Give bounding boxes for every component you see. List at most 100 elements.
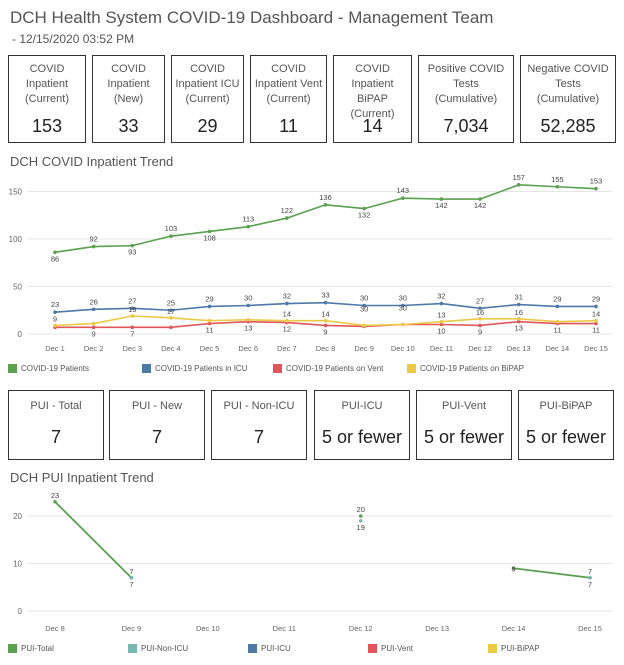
- kpi-covid-card-3: COVID Inpatient Vent (Current) 11: [250, 55, 327, 143]
- data-point: [323, 300, 328, 305]
- kpi-covid-label: Positive COVID Tests (Cumulative): [427, 63, 505, 105]
- data-point: [478, 197, 482, 201]
- data-label: 157: [512, 173, 525, 182]
- data-label: 30: [244, 294, 252, 303]
- data-point: [207, 304, 212, 309]
- data-label: 14: [592, 310, 600, 319]
- data-point: [555, 304, 560, 309]
- data-point: [588, 575, 592, 580]
- data-point: [130, 306, 135, 311]
- kpi-covid-value: 29: [197, 116, 218, 136]
- kpi-covid-card-2: COVID Inpatient ICU (Current) 29: [171, 55, 244, 143]
- kpi-covid-value: 14: [362, 116, 383, 136]
- data-point: [91, 321, 96, 326]
- y-tick-label: 20: [13, 512, 22, 521]
- x-tick-label: Dec 10: [196, 624, 220, 633]
- x-tick-label: Dec 15: [584, 344, 608, 353]
- x-tick-label: Dec 13: [425, 624, 449, 633]
- data-point: [129, 575, 134, 580]
- pui-legend-item-0: PUI-Total: [8, 644, 54, 653]
- kpi-covid-value: 11: [279, 116, 298, 136]
- data-point: [130, 243, 135, 248]
- data-label: 27: [128, 296, 136, 305]
- data-point: [516, 302, 521, 307]
- series-line-0: [54, 501, 133, 579]
- data-label: 143: [397, 186, 410, 195]
- kpi-covid-value: 7,034: [443, 116, 489, 136]
- data-label: 7: [129, 580, 133, 589]
- x-tick-label: Dec 9: [354, 344, 374, 353]
- x-tick-label: Dec 5: [200, 344, 220, 353]
- kpi-covid-card-1: COVID Inpatient (New) 33: [92, 55, 165, 143]
- data-point: [400, 322, 405, 327]
- legend-swatch: [273, 364, 282, 373]
- covid-legend-item-2: COVID-19 Patients on Vent: [273, 364, 383, 373]
- series-line-0: [513, 567, 591, 579]
- x-tick-label: Dec 2: [84, 344, 104, 353]
- kpi-covid-card-4: COVID Inpatient BiPAP (Current) 14: [333, 55, 412, 143]
- data-point: [555, 184, 560, 189]
- kpi-pui-label: PUI-Vent: [441, 400, 487, 412]
- kpi-covid-card-5: Positive COVID Tests (Cumulative) 7,034: [418, 55, 514, 143]
- data-label: 23: [51, 491, 59, 500]
- data-label: 27: [476, 296, 484, 305]
- data-label: 9: [478, 327, 482, 336]
- dashboard-title: DCH Health System COVID-19 Dashboard - M…: [10, 8, 494, 27]
- legend-swatch: [407, 364, 416, 373]
- covid-legend-item-1: COVID-19 Patients in ICU: [142, 364, 247, 373]
- legend-label: COVID-19 Patients in ICU: [155, 364, 248, 373]
- data-label: 33: [321, 291, 329, 300]
- data-label: 136: [319, 193, 332, 202]
- kpi-pui-card-4: PUI-Vent 5 or fewer: [416, 390, 512, 460]
- data-point: [362, 323, 366, 328]
- data-label: 30: [399, 294, 407, 303]
- x-tick-label: Dec 1: [45, 344, 65, 353]
- data-point: [516, 317, 521, 321]
- data-label: 11: [592, 326, 600, 335]
- data-point: [555, 319, 560, 324]
- kpi-covid-card-6: Negative COVID Tests (Cumulative) 52,285: [520, 55, 616, 143]
- data-point: [594, 186, 598, 191]
- legend-label: COVID-19 Patients on Vent: [286, 364, 384, 373]
- kpi-covid-value: 33: [118, 116, 139, 136]
- data-point: [130, 325, 135, 330]
- data-point: [323, 318, 328, 323]
- data-point: [358, 514, 363, 518]
- data-label: 122: [281, 206, 294, 215]
- data-label: 17: [167, 307, 175, 316]
- legend-swatch: [8, 644, 17, 653]
- data-label: 19: [128, 305, 136, 314]
- data-label: 30: [360, 294, 368, 303]
- y-tick-label: 150: [9, 188, 23, 197]
- data-label: 29: [205, 294, 213, 303]
- legend-swatch: [8, 364, 17, 373]
- data-point: [246, 224, 251, 229]
- data-point: [478, 306, 482, 311]
- data-point: [594, 321, 598, 326]
- x-tick-label: Dec 4: [161, 344, 181, 353]
- data-point: [516, 183, 521, 187]
- kpi-pui-value: 5 or fewer: [525, 427, 607, 447]
- kpi-pui-label: PUI - New: [131, 400, 183, 412]
- kpi-covid-label: COVID Inpatient (New): [107, 63, 150, 105]
- x-tick-label: Dec 13: [507, 344, 531, 353]
- pui-inpatient-trend-chart: 0 10 20 Dec 8 Dec 9 Dec 10 Dec 11 Dec 12 Dec 13 D…: [13, 491, 612, 633]
- x-tick-label: Dec 11: [430, 344, 453, 353]
- data-label: 92: [89, 235, 97, 244]
- data-point: [362, 303, 366, 308]
- data-point: [169, 308, 173, 313]
- data-point: [91, 244, 96, 249]
- data-label: 12: [283, 325, 291, 334]
- data-point: [400, 196, 405, 200]
- data-label: 14: [321, 310, 329, 319]
- data-label: 29: [592, 294, 600, 303]
- data-label: 26: [89, 297, 97, 306]
- kpi-pui-label: PUI-BiPAP: [539, 400, 593, 412]
- kpi-pui-card-1: PUI - New 7: [109, 390, 205, 460]
- data-point: [91, 307, 96, 312]
- data-label: 9: [92, 329, 96, 338]
- legend-label: COVID-19 Patients on BiPAP: [420, 364, 524, 373]
- data-point: [207, 321, 212, 326]
- kpi-covid-value: 153: [31, 116, 63, 136]
- kpi-covid-label: COVID Inpatient (Current): [24, 63, 69, 105]
